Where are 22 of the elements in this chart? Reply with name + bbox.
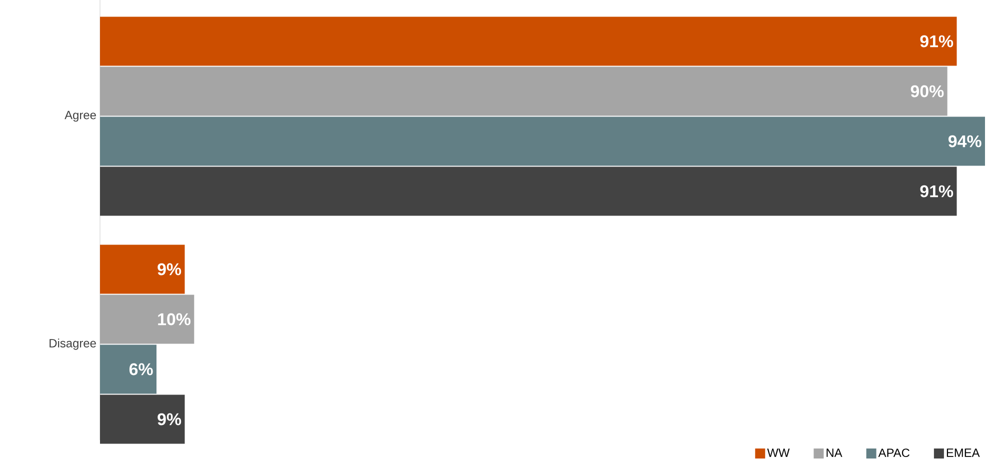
y-tick-label: Agree	[64, 110, 96, 122]
data-label: 9%	[158, 263, 182, 276]
data-label: 9%	[158, 413, 182, 426]
legend-label: NA	[826, 448, 842, 457]
bar	[100, 166, 957, 216]
data-label: 90%	[910, 85, 944, 98]
bar	[100, 294, 194, 344]
data-label: 94%	[948, 135, 982, 148]
legend-label: APAC	[878, 448, 910, 458]
data-label: 91%	[920, 185, 954, 198]
data-label: 10%	[158, 313, 190, 326]
legend-label: WW	[767, 448, 790, 457]
bar	[100, 16, 957, 66]
y-tick-label: Disagree	[50, 338, 96, 350]
legend-label: EMEA	[946, 448, 980, 457]
bar	[100, 116, 985, 166]
bar	[100, 394, 185, 444]
data-label: 91%	[920, 35, 954, 48]
bar	[100, 244, 185, 294]
bar	[100, 66, 948, 116]
data-label: 6%	[129, 363, 153, 376]
bar	[100, 344, 156, 394]
